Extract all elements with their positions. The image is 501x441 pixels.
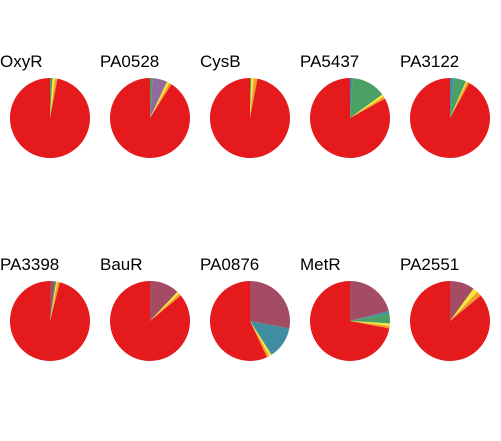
pie-slice [350,321,390,329]
pie-slice [50,78,53,118]
pie-slice [350,96,386,118]
pie-slice [250,321,290,355]
pie-title: PA5437 [300,52,359,71]
pie-slice [150,78,168,118]
pie-slice [50,78,58,118]
pie-slice [450,81,470,118]
pie-slice [50,281,57,321]
pie-title: BauR [100,255,143,274]
pie-pa0876: PA0876 [200,255,290,361]
pie-pa5437: PA5437 [300,52,390,158]
pie-slice [450,281,474,321]
pie-pa0528: PA0528 [100,52,190,158]
pie-slice [9,281,90,362]
pie-slice [309,78,390,158]
pie-slice [50,78,56,118]
pie-slice [150,78,153,118]
pie-pa3398: PA3398 [0,255,90,362]
pie-slice [450,288,478,321]
pie-slice [150,81,170,118]
pie-slice [350,281,389,321]
pie-slice [150,82,172,118]
pie-slice [50,281,56,321]
pie-slice [50,281,60,321]
pie-title: PA0876 [200,255,259,274]
pie-slice [110,281,191,361]
pie-title: OxyR [0,52,43,71]
pie-slice [150,291,180,321]
pie-slice [250,321,270,358]
pie-title: CysB [200,52,241,71]
pie-title: PA2551 [400,255,459,274]
pie-title: PA0528 [100,52,159,71]
pie-slice [50,281,58,321]
pie-slice [450,78,466,118]
pie-slice [250,78,254,118]
pie-slice [450,81,468,118]
pie-slice [109,78,190,158]
pie-pa3122: PA3122 [400,52,490,158]
pie-pa2551: PA2551 [400,255,491,361]
pie-slice [450,291,481,321]
pie-title: PA3122 [400,52,459,71]
pie-title: PA3398 [0,255,59,274]
pie-slice [409,78,490,158]
pie-slice [410,281,491,361]
pie-metr: MetR [300,255,390,361]
pie-slice [350,94,384,118]
pie-slice [250,78,258,118]
pie-slice [250,78,252,118]
pie-cysb: CysB [200,52,290,158]
pie-slice [209,281,268,361]
pie-slice [350,313,390,324]
pie-slice [250,281,290,329]
pie-slice [9,78,90,158]
pie-oxyr: OxyR [0,52,90,158]
pie-slice [350,321,390,327]
pie-title: MetR [300,255,341,274]
pie-slice [250,321,272,357]
pie-slice [309,281,390,361]
pie-slice [350,78,353,118]
pie-slice [350,78,383,118]
pie-baur: BauR [100,255,191,361]
pie-slice [350,311,390,321]
pie-slice [209,78,290,158]
pie-slice [450,78,454,118]
pie-slice [150,293,181,321]
pie-slice [150,281,178,321]
